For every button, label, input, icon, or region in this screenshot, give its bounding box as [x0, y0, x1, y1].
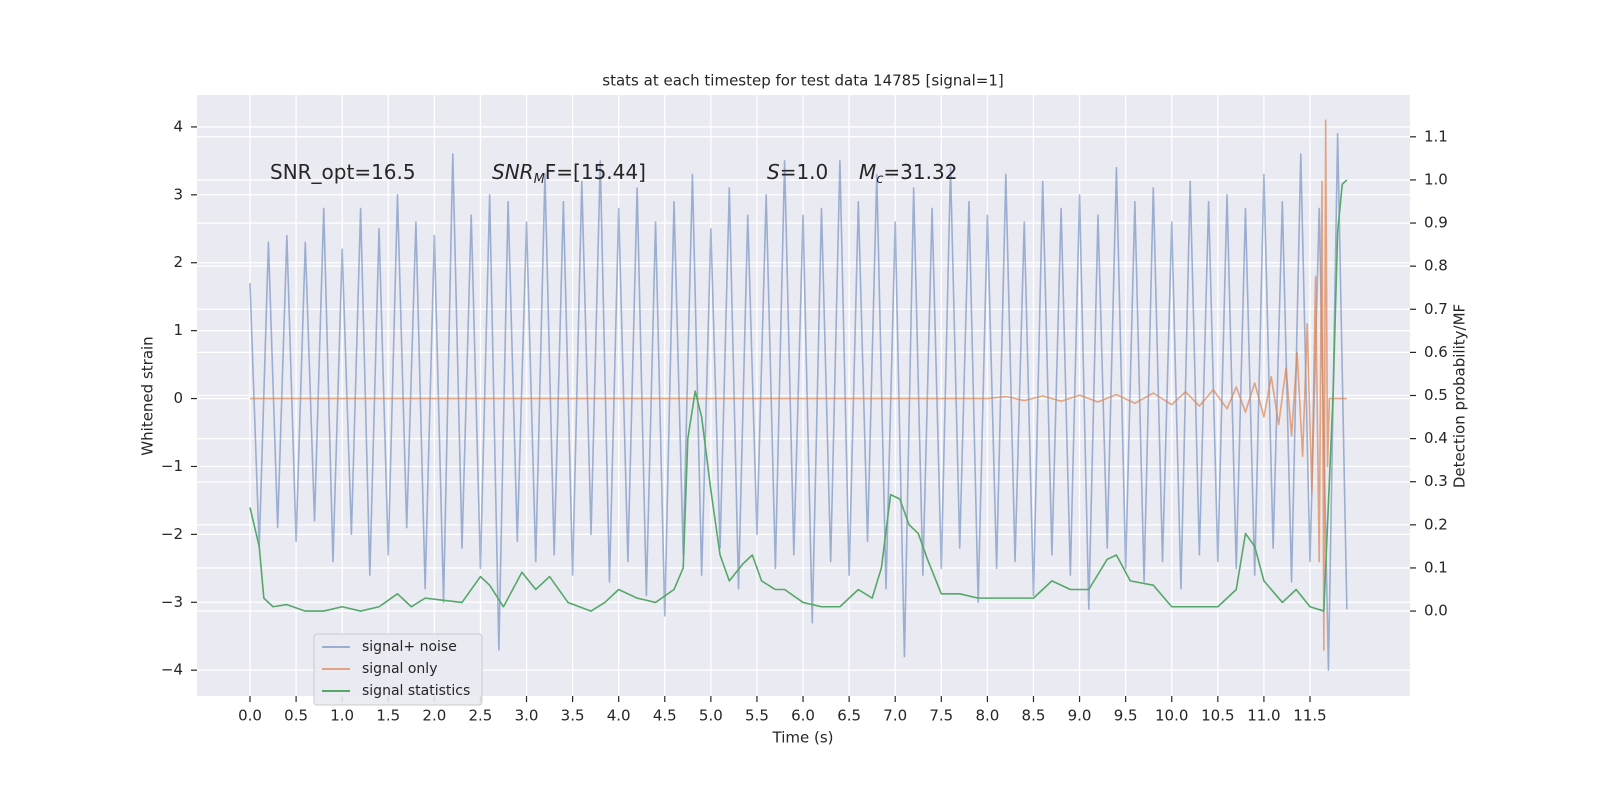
x-tick-label: 9.5 [1114, 707, 1138, 725]
annotation-tail: F=[15.44] [545, 160, 646, 184]
x-tick-label: 1.5 [376, 707, 400, 725]
y2-tick-label: 0.6 [1424, 343, 1448, 361]
annotation-sub: M [534, 172, 545, 187]
legend-label: signal only [362, 661, 437, 677]
legend-box [313, 633, 483, 706]
annotation-main: M [859, 160, 876, 184]
y-tick-label: 1 [173, 321, 183, 339]
y2-tick-label: 0.0 [1424, 602, 1448, 620]
x-tick-label: 3.0 [515, 707, 539, 725]
series-lines [249, 119, 1348, 671]
y-tick-label: 0 [173, 389, 183, 407]
overlay: 0.0 0.5 1.0 1.5 2.0 2.5 3.0 3.5 4.0 4.5 5.0 5.5 6.0 6… [161, 117, 1448, 724]
annotation-tail: =1.0 [780, 160, 829, 184]
series-line [249, 132, 1348, 671]
y-tick-label: 2 [173, 253, 183, 271]
annotation: SNRMF=[15.44] [492, 160, 646, 187]
annotation-tail: =31.32 [883, 160, 957, 184]
x-tick-label: 7.5 [929, 707, 953, 725]
y2-tick-label: 0.9 [1424, 214, 1448, 232]
x-tick-label: 5.0 [699, 707, 723, 725]
annotation-main: SNR [492, 160, 534, 184]
x-tick-label: 4.5 [653, 707, 677, 725]
x-tick-label: 5.5 [745, 707, 769, 725]
y-tick-label: 4 [173, 117, 183, 135]
y2-tick-label: 0.8 [1424, 257, 1448, 275]
y-tick-label: −3 [161, 593, 183, 611]
x-tick-label: 6.0 [791, 707, 815, 725]
x-tick-label: 11.0 [1247, 707, 1280, 725]
x-tick-label: 10.0 [1155, 707, 1188, 725]
x-axis-label: Time (s) [772, 729, 834, 747]
y-tick-label: −4 [161, 661, 183, 679]
x-tick-label: 10.5 [1201, 707, 1234, 725]
series-line [249, 179, 1348, 612]
x-tick-label: 8.0 [975, 707, 999, 725]
series-line [250, 119, 1347, 651]
x-tick-label: 3.5 [561, 707, 585, 725]
x-tick-label: 9.0 [1068, 707, 1092, 725]
x-tick-label: 7.0 [883, 707, 907, 725]
annotation-main: S [767, 160, 780, 184]
annotation: S=1.0 [767, 160, 828, 184]
annotation-sub: c [876, 172, 883, 187]
x-tick-label: 0.0 [238, 707, 262, 725]
y2-tick-label: 0.1 [1424, 558, 1448, 576]
y-tick-label: 3 [173, 185, 183, 203]
x-tick-label: 8.5 [1022, 707, 1046, 725]
annotation-main: SNR_opt=16.5 [270, 160, 416, 184]
x-tick-label: 4.0 [607, 707, 631, 725]
annotation: Mc=31.32 [859, 160, 957, 187]
x-tick-label: 0.5 [284, 707, 308, 725]
x-tick-label: 2.0 [422, 707, 446, 725]
legend: signal+ noise signal only signal statistic… [313, 633, 483, 706]
x-tick-label: 6.5 [837, 707, 861, 725]
y2-tick-label: 0.4 [1424, 429, 1448, 447]
x-tick-label: 11.5 [1293, 707, 1326, 725]
y-tick-label: −2 [161, 525, 183, 543]
chart-title: stats at each timestep for test data 147… [602, 72, 1003, 90]
y2-tick-label: 0.5 [1424, 386, 1448, 404]
x-tick-label: 2.5 [469, 707, 493, 725]
y-tick-label: −1 [161, 457, 183, 475]
y2-tick-label: 0.7 [1424, 300, 1448, 318]
annotation: SNR_opt=16.5 [270, 160, 416, 184]
y2-tick-label: 0.2 [1424, 515, 1448, 533]
y2-tick-label: 0.3 [1424, 472, 1448, 490]
y2-axis-label: Detection probability/MF [1451, 304, 1469, 488]
grid [197, 95, 1410, 696]
legend-label: signal statistics [362, 683, 470, 699]
y2-tick-label: 1.1 [1424, 127, 1448, 145]
legend-label: signal+ noise [362, 639, 457, 655]
y-axis-label: Whitened strain [139, 336, 157, 455]
y2-tick-label: 1.0 [1424, 170, 1448, 188]
x-tick-label: 1.0 [330, 707, 354, 725]
